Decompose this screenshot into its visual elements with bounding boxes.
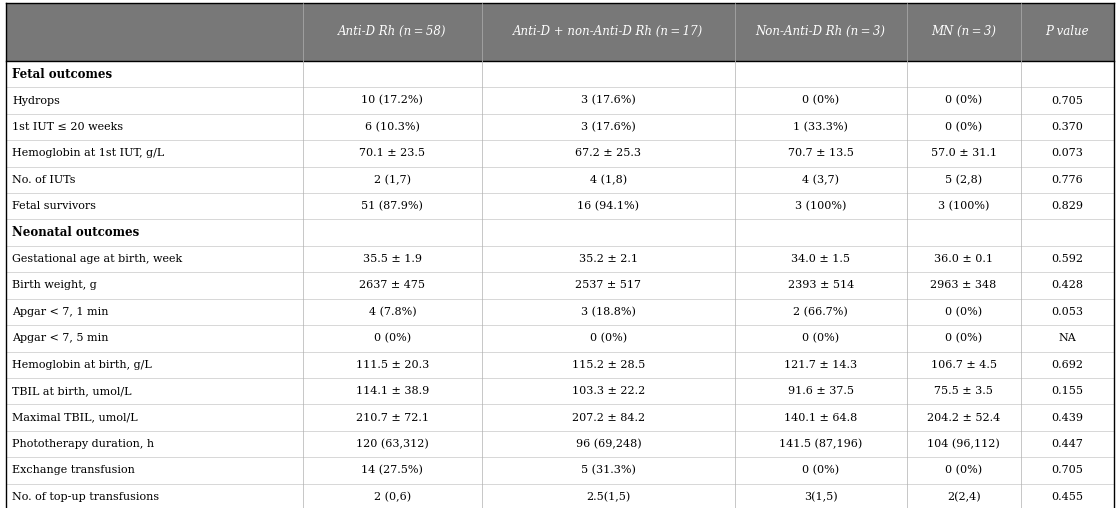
Text: Maximal TBIL, umol/L: Maximal TBIL, umol/L <box>12 412 138 423</box>
Text: 104 (96,112): 104 (96,112) <box>927 439 1000 449</box>
Text: 140.1 ± 64.8: 140.1 ± 64.8 <box>785 412 857 423</box>
Text: 0 (0%): 0 (0%) <box>374 333 411 343</box>
Text: 2(2,4): 2(2,4) <box>946 492 981 502</box>
Text: 0.053: 0.053 <box>1051 307 1084 317</box>
Text: 120 (63,312): 120 (63,312) <box>356 439 429 449</box>
Text: 0.428: 0.428 <box>1051 280 1084 291</box>
Text: Hemoglobin at 1st IUT, g/L: Hemoglobin at 1st IUT, g/L <box>12 148 164 158</box>
Text: Apgar < 7, 1 min: Apgar < 7, 1 min <box>12 307 108 317</box>
Text: 0 (0%): 0 (0%) <box>802 465 839 475</box>
Text: 16 (94.1%): 16 (94.1%) <box>577 201 639 211</box>
Text: 3 (100%): 3 (100%) <box>795 201 846 211</box>
Text: 36.0 ± 0.1: 36.0 ± 0.1 <box>934 254 993 264</box>
Text: 0.592: 0.592 <box>1051 254 1084 264</box>
Text: 210.7 ± 72.1: 210.7 ± 72.1 <box>356 412 429 423</box>
Text: 4 (7.8%): 4 (7.8%) <box>368 307 416 317</box>
Text: MN (n = 3): MN (n = 3) <box>931 25 997 38</box>
Text: Birth weight, g: Birth weight, g <box>12 280 97 291</box>
Text: 2 (0,6): 2 (0,6) <box>374 492 411 502</box>
Text: No. of IUTs: No. of IUTs <box>12 175 76 185</box>
Text: 111.5 ± 20.3: 111.5 ± 20.3 <box>356 360 429 370</box>
Text: 0 (0%): 0 (0%) <box>945 307 982 317</box>
Text: P value: P value <box>1046 25 1089 38</box>
Text: 2 (66.7%): 2 (66.7%) <box>793 307 848 317</box>
Text: 0 (0%): 0 (0%) <box>802 333 839 343</box>
Text: 0 (0%): 0 (0%) <box>802 96 839 106</box>
Text: 0.447: 0.447 <box>1051 439 1084 449</box>
Text: 0.705: 0.705 <box>1051 96 1084 106</box>
Text: 121.7 ± 14.3: 121.7 ± 14.3 <box>785 360 857 370</box>
Text: 4 (1,8): 4 (1,8) <box>590 175 627 185</box>
Text: 0.073: 0.073 <box>1051 148 1084 158</box>
Text: 57.0 ± 31.1: 57.0 ± 31.1 <box>931 148 997 158</box>
Text: 67.2 ± 25.3: 67.2 ± 25.3 <box>576 148 642 158</box>
Text: 207.2 ± 84.2: 207.2 ± 84.2 <box>571 412 645 423</box>
Text: 70.1 ± 23.5: 70.1 ± 23.5 <box>359 148 425 158</box>
Text: Exchange transfusion: Exchange transfusion <box>12 465 135 475</box>
Text: 5 (2,8): 5 (2,8) <box>945 175 982 185</box>
Text: 5 (31.3%): 5 (31.3%) <box>581 465 636 475</box>
Text: 2637 ± 475: 2637 ± 475 <box>359 280 425 291</box>
Text: 0.455: 0.455 <box>1051 492 1084 502</box>
Text: 0 (0%): 0 (0%) <box>945 96 982 106</box>
Text: 91.6 ± 37.5: 91.6 ± 37.5 <box>788 386 854 396</box>
Text: 2537 ± 517: 2537 ± 517 <box>576 280 642 291</box>
Text: 0 (0%): 0 (0%) <box>945 122 982 132</box>
Text: 141.5 (87,196): 141.5 (87,196) <box>779 439 863 449</box>
Text: 0.776: 0.776 <box>1051 175 1084 185</box>
Text: Non-Anti-D Rh (n = 3): Non-Anti-D Rh (n = 3) <box>756 25 886 38</box>
Text: TBIL at birth, umol/L: TBIL at birth, umol/L <box>12 386 132 396</box>
Text: 1st IUT ≤ 20 weeks: 1st IUT ≤ 20 weeks <box>12 122 124 132</box>
Text: 0.705: 0.705 <box>1051 465 1084 475</box>
Text: 51 (87.9%): 51 (87.9%) <box>362 201 423 211</box>
Text: Hemoglobin at birth, g/L: Hemoglobin at birth, g/L <box>12 360 152 370</box>
Text: 114.1 ± 38.9: 114.1 ± 38.9 <box>356 386 429 396</box>
Text: 115.2 ± 28.5: 115.2 ± 28.5 <box>571 360 645 370</box>
Text: 96 (69,248): 96 (69,248) <box>576 439 642 449</box>
Text: No. of top-up transfusions: No. of top-up transfusions <box>12 492 160 502</box>
Text: Phototherapy duration, h: Phototherapy duration, h <box>12 439 154 449</box>
Text: 0.439: 0.439 <box>1051 412 1084 423</box>
Text: Anti-D + non-Anti-D Rh (n = 17): Anti-D + non-Anti-D Rh (n = 17) <box>513 25 703 38</box>
Text: 70.7 ± 13.5: 70.7 ± 13.5 <box>788 148 854 158</box>
Text: Hydrops: Hydrops <box>12 96 60 106</box>
Text: 0.155: 0.155 <box>1051 386 1084 396</box>
Text: 106.7 ± 4.5: 106.7 ± 4.5 <box>931 360 997 370</box>
Text: 6 (10.3%): 6 (10.3%) <box>365 122 420 132</box>
Text: 0.370: 0.370 <box>1051 122 1084 132</box>
Text: 0 (0%): 0 (0%) <box>945 333 982 343</box>
Text: 35.2 ± 2.1: 35.2 ± 2.1 <box>579 254 638 264</box>
Text: 0 (0%): 0 (0%) <box>590 333 627 343</box>
Text: 3(1,5): 3(1,5) <box>804 492 837 502</box>
Text: 35.5 ± 1.9: 35.5 ± 1.9 <box>363 254 422 264</box>
Text: 3 (18.8%): 3 (18.8%) <box>581 307 636 317</box>
Text: Apgar < 7, 5 min: Apgar < 7, 5 min <box>12 333 108 343</box>
Text: Fetal outcomes: Fetal outcomes <box>12 68 113 81</box>
Text: 0.692: 0.692 <box>1051 360 1084 370</box>
Text: Fetal survivors: Fetal survivors <box>12 201 96 211</box>
Text: NA: NA <box>1058 333 1076 343</box>
Text: 10 (17.2%): 10 (17.2%) <box>362 96 423 106</box>
Text: 4 (3,7): 4 (3,7) <box>802 175 839 185</box>
Text: 204.2 ± 52.4: 204.2 ± 52.4 <box>927 412 1000 423</box>
Text: 75.5 ± 3.5: 75.5 ± 3.5 <box>934 386 993 396</box>
Text: 0 (0%): 0 (0%) <box>945 465 982 475</box>
Text: 3 (17.6%): 3 (17.6%) <box>581 96 636 106</box>
Text: 2 (1,7): 2 (1,7) <box>374 175 411 185</box>
Text: 3 (100%): 3 (100%) <box>937 201 989 211</box>
Text: 3 (17.6%): 3 (17.6%) <box>581 122 636 132</box>
Text: 14 (27.5%): 14 (27.5%) <box>362 465 423 475</box>
Text: 2.5(1,5): 2.5(1,5) <box>586 492 631 502</box>
Text: 2963 ± 348: 2963 ± 348 <box>931 280 997 291</box>
Text: 1 (33.3%): 1 (33.3%) <box>793 122 848 132</box>
Text: 0.829: 0.829 <box>1051 201 1084 211</box>
Text: Gestational age at birth, week: Gestational age at birth, week <box>12 254 183 264</box>
Text: Anti-D Rh (n = 58): Anti-D Rh (n = 58) <box>338 25 446 38</box>
Text: 34.0 ± 1.5: 34.0 ± 1.5 <box>791 254 850 264</box>
Text: 2393 ± 514: 2393 ± 514 <box>788 280 854 291</box>
Text: 103.3 ± 22.2: 103.3 ± 22.2 <box>571 386 645 396</box>
Text: Neonatal outcomes: Neonatal outcomes <box>12 226 140 239</box>
